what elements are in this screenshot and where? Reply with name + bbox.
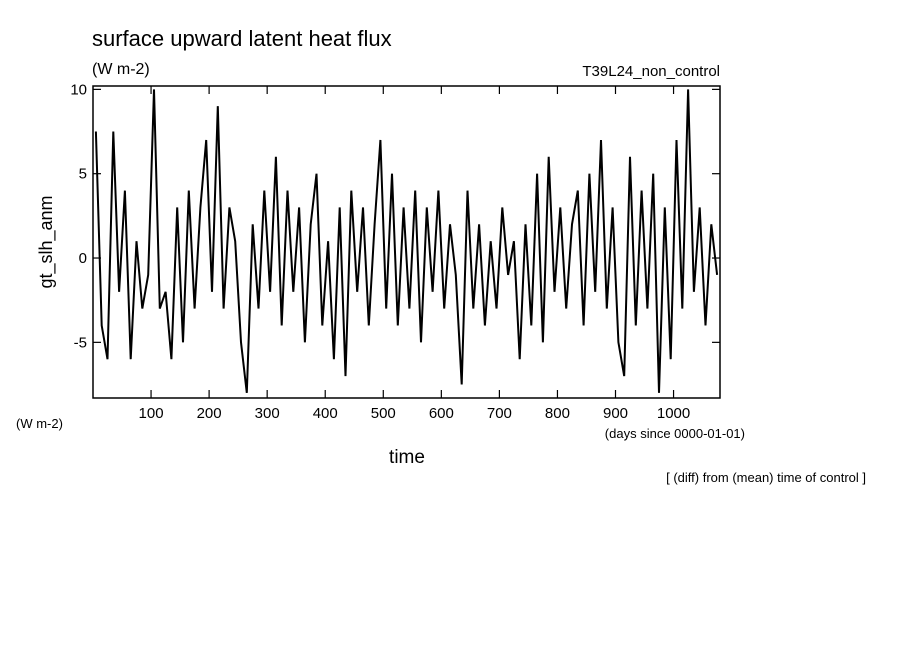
y-units: (W m-2): [16, 416, 63, 431]
x-tick-label: 1000: [657, 405, 690, 422]
x-tick-label: 700: [487, 405, 512, 422]
chart-title: surface upward latent heat flux: [92, 26, 392, 51]
x-tick-label: 200: [197, 405, 222, 422]
y-tick-label: 0: [79, 250, 87, 267]
units: (W m-2): [92, 61, 150, 78]
x-tick-label: 800: [545, 405, 570, 422]
plot-frame: [92, 85, 721, 399]
x-tick-label: 500: [371, 405, 396, 422]
x-tick-label: 100: [139, 405, 164, 422]
y-tick-label: 5: [79, 166, 87, 183]
x-tick-label: 300: [255, 405, 280, 422]
x-units: (days since 0000-01-01): [605, 426, 745, 441]
experiment: T39L24_non_control: [582, 63, 720, 80]
x-tick-label: 900: [603, 405, 628, 422]
y-tick-label: -5: [74, 334, 87, 351]
x-axis-label: time: [389, 447, 425, 468]
y-axis-label: gt_slh_anm: [36, 195, 57, 288]
x-tick-label: 400: [313, 405, 338, 422]
x-tick-label: 600: [429, 405, 454, 422]
note: [ (diff) from (mean) time of control ]: [666, 470, 866, 485]
data-line: [94, 89, 719, 394]
y-tick-label: 10: [70, 81, 87, 98]
